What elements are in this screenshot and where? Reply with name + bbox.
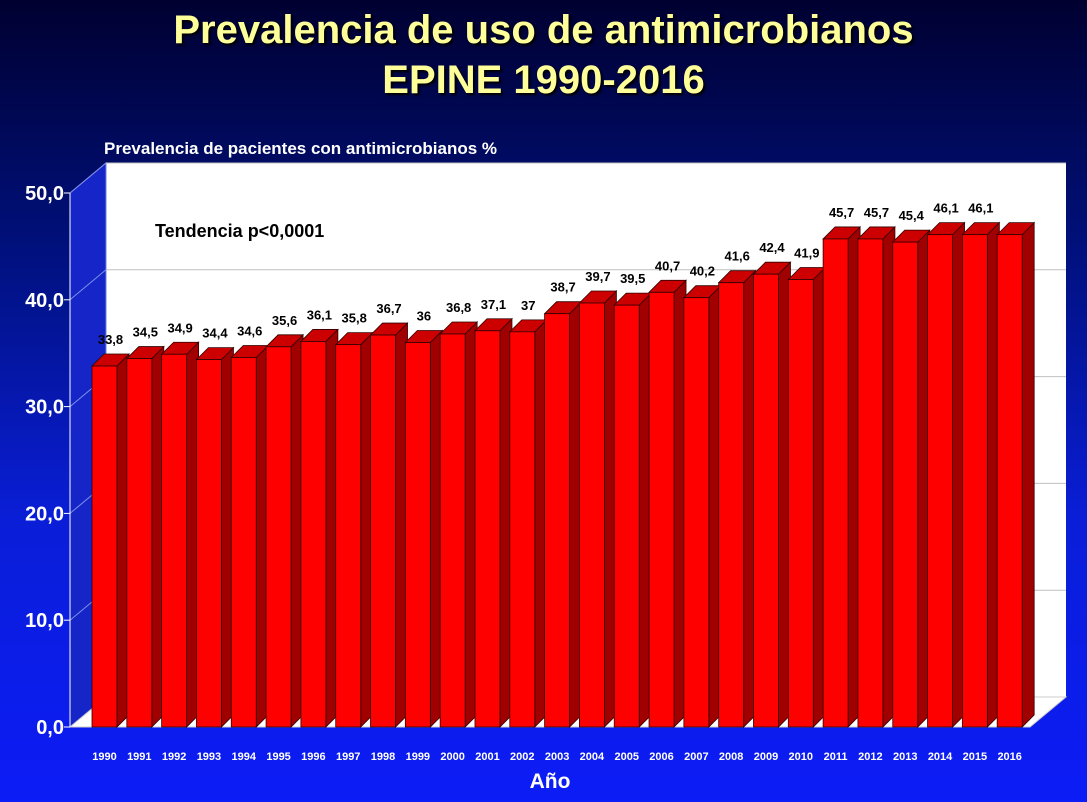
- x-tick-label: 2014: [928, 751, 953, 763]
- x-tick-label: 2008: [719, 751, 743, 763]
- bar: [927, 234, 953, 728]
- y-axis: 0,0 10,0 20,0 30,0 40,0 50,0: [25, 183, 71, 739]
- bar-value-label: 39,7: [585, 269, 610, 284]
- bar: [126, 358, 153, 728]
- x-axis-label: Año: [529, 770, 571, 793]
- bar-value-label: 45,4: [899, 208, 925, 223]
- bar: [683, 297, 710, 728]
- bar-value-label: 40,2: [690, 264, 715, 279]
- bar: [91, 365, 118, 728]
- bar-value-label: 45,7: [829, 205, 854, 220]
- bar: [404, 342, 431, 728]
- bar: [230, 357, 257, 728]
- bar-value-label: 41,6: [725, 249, 750, 264]
- x-tick-label: 1996: [301, 751, 325, 763]
- bar-value-label: 34,6: [237, 323, 262, 338]
- bar: [300, 341, 327, 728]
- bar-value-label: 36: [417, 309, 431, 324]
- bar-value-label: 34,4: [202, 326, 228, 341]
- bars: [91, 221, 1036, 728]
- bar: [474, 330, 501, 728]
- bar: [161, 353, 188, 728]
- y-tick-label: 30,0: [25, 397, 64, 419]
- bar: [822, 238, 849, 728]
- bar-value-label: 35,6: [272, 313, 297, 328]
- x-axis: 1990 1991 1992 1993 1994 1995 1996 1997 1998 1999…: [92, 751, 1022, 763]
- y-tick-label: 50,0: [25, 183, 64, 205]
- gridline-diagonal: [69, 162, 107, 194]
- x-tick-label: 2006: [649, 751, 673, 763]
- bar: [857, 238, 884, 728]
- bar: [544, 313, 570, 728]
- bar-value-label: 34,5: [133, 325, 158, 340]
- gridline-diagonal: [69, 269, 107, 301]
- chart-title-line-1: Prevalencia de uso de antimicrobianos: [173, 8, 914, 52]
- trend-annotation: Tendencia p<0,0001: [155, 221, 324, 241]
- y-tick-label: 0,0: [36, 717, 64, 739]
- x-tick-label: 2010: [789, 751, 813, 763]
- bar-value-label: 33,8: [98, 332, 123, 347]
- bar: [753, 273, 779, 728]
- bar-value-label: 46,1: [968, 201, 993, 216]
- bar: [996, 234, 1023, 728]
- bar-value-label: 37: [521, 298, 535, 313]
- bar: [265, 346, 292, 728]
- y-tick-label: 40,0: [25, 290, 64, 312]
- x-tick-label: 1990: [92, 751, 116, 763]
- bar: [335, 344, 362, 728]
- x-tick-label: 1998: [371, 751, 395, 763]
- x-tick-label: 2011: [824, 751, 848, 763]
- bar-value-label: 40,7: [655, 258, 680, 273]
- bar: [579, 302, 605, 728]
- chart-title-line-2: EPINE 1990-2016: [382, 58, 705, 102]
- x-tick-label: 2003: [545, 751, 569, 763]
- bar: [961, 234, 988, 728]
- bar-value-label: 42,4: [759, 240, 785, 255]
- x-tick-label: 2004: [580, 751, 605, 763]
- bar: [892, 241, 919, 728]
- bar: [509, 331, 536, 728]
- chart-subtitle: Prevalencia de pacientes con antimicrobi…: [104, 139, 498, 158]
- bar-value-label: 41,9: [794, 246, 819, 261]
- x-tick-label: 1992: [162, 751, 186, 763]
- x-tick-label: 1993: [197, 751, 221, 763]
- x-tick-label: 1991: [127, 751, 151, 763]
- x-tick-label: 2013: [893, 751, 917, 763]
- bar-side: [1021, 221, 1035, 728]
- bar: [787, 279, 814, 728]
- y-tick-label: 10,0: [25, 610, 64, 632]
- x-tick-label: 2002: [510, 751, 534, 763]
- bar-value-label: 45,7: [864, 205, 889, 220]
- bar-value-label: 46,1: [933, 201, 958, 216]
- x-tick-label: 1994: [232, 751, 257, 763]
- x-tick-label: 2016: [997, 751, 1021, 763]
- bar-value-label: 36,8: [446, 300, 471, 315]
- bar: [196, 359, 222, 728]
- bar: [370, 334, 396, 728]
- x-tick-label: 2005: [614, 751, 638, 763]
- bar-value-label: 36,7: [376, 301, 401, 316]
- x-tick-label: 2009: [754, 751, 778, 763]
- x-tick-label: 2015: [963, 751, 987, 763]
- bar: [648, 291, 675, 728]
- y-tick-label: 20,0: [25, 503, 64, 525]
- x-tick-label: 2007: [684, 751, 708, 763]
- bar-value-label: 35,8: [342, 311, 367, 326]
- bar-value-label: 34,9: [167, 320, 192, 335]
- bar-value-label: 38,7: [550, 280, 575, 295]
- x-tick-label: 1995: [266, 751, 290, 763]
- value-labels: 33,8 34,5 34,9 34,4 34,6 35,6 36,1 35,8 36,7 36 36…: [98, 201, 994, 347]
- x-tick-label: 1999: [406, 751, 430, 763]
- bar: [718, 282, 745, 728]
- x-tick-label: 2000: [440, 751, 464, 763]
- x-tick-label: 1997: [336, 751, 360, 763]
- bar: [613, 304, 640, 728]
- bar-value-label: 39,5: [620, 271, 645, 286]
- x-tick-label: 2012: [858, 751, 882, 763]
- bar-value-label: 37,1: [481, 297, 506, 312]
- bar: [439, 333, 466, 728]
- bar-value-label: 36,1: [307, 307, 332, 322]
- x-tick-label: 2001: [475, 751, 499, 763]
